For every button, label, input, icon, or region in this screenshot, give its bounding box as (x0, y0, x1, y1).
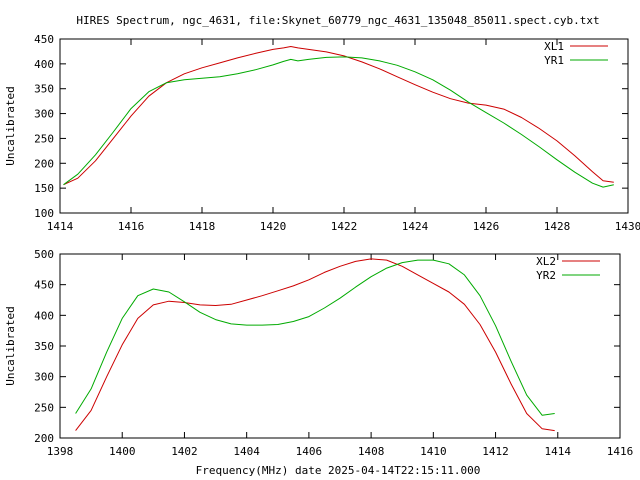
x-tick-label: 1410 (420, 445, 447, 458)
x-tick-label: 1414 (47, 220, 74, 233)
y-tick-label: 350 (34, 340, 54, 353)
series-line-yr2 (75, 259, 555, 416)
bottom-y-axis-label: Uncalibrated (4, 306, 17, 385)
series-line-yr1 (63, 56, 614, 188)
series-line-xl1 (63, 46, 614, 186)
top-plot-frame (59, 38, 629, 214)
x-tick-label: 1416 (607, 445, 634, 458)
legend-label: YR2 (536, 269, 556, 282)
x-tick-label: 1416 (118, 220, 145, 233)
series-line-xl2 (75, 258, 555, 432)
x-tick-label: 1428 (544, 220, 571, 233)
top-ticks: 1414 1416 1418 1420 1422 1424 1426 1428 1430 100 1… (34, 33, 640, 233)
bottom-ticks: 1398 1400 1402 1404 1406 1408 1410 1412 1414 1416… (34, 248, 633, 458)
y-tick-label: 500 (34, 248, 54, 261)
top-y-axis-label: Uncalibrated (4, 86, 17, 165)
legend-label: XL1 (544, 40, 564, 53)
bottom-chart: Uncalibrated 1398 1400 1402 1404 1406 1408 141… (4, 248, 633, 458)
figure-title: HIRES Spectrum, ngc_4631, file:Skynet_60… (76, 14, 599, 27)
x-tick-label: 1400 (109, 445, 136, 458)
x-tick-label: 1414 (545, 445, 572, 458)
y-tick-label: 350 (34, 83, 54, 96)
bottom-series (75, 258, 555, 432)
x-tick-label: 1404 (233, 445, 260, 458)
x-tick-label: 1418 (189, 220, 216, 233)
y-tick-label: 450 (34, 279, 54, 292)
x-axis-label: Frequency(MHz) date 2025-04-14T22:15:11.… (196, 464, 481, 477)
y-tick-label: 250 (34, 401, 54, 414)
y-tick-label: 100 (34, 207, 54, 220)
x-tick-label: 1408 (358, 445, 385, 458)
x-tick-label: 1406 (296, 445, 323, 458)
legend-label: XL2 (536, 255, 556, 268)
y-tick-label: 150 (34, 182, 54, 195)
x-tick-label: 1412 (482, 445, 509, 458)
y-tick-label: 200 (34, 157, 54, 170)
y-tick-label: 400 (34, 309, 54, 322)
y-tick-label: 400 (34, 58, 54, 71)
y-tick-label: 450 (34, 33, 54, 46)
top-chart: Uncalibrated 1414 1416 1418 1420 1422 1424 142… (4, 33, 640, 233)
y-tick-label: 250 (34, 132, 54, 145)
x-tick-label: 1398 (47, 445, 74, 458)
y-tick-label: 200 (34, 432, 54, 445)
x-tick-label: 1426 (473, 220, 500, 233)
x-tick-label: 1424 (402, 220, 429, 233)
x-tick-label: 1420 (260, 220, 287, 233)
x-tick-label: 1402 (171, 445, 198, 458)
top-series (63, 46, 614, 188)
y-tick-label: 300 (34, 371, 54, 384)
x-tick-label: 1430 (615, 220, 640, 233)
legend-label: YR1 (544, 54, 564, 67)
y-tick-label: 300 (34, 108, 54, 121)
x-tick-label: 1422 (331, 220, 358, 233)
